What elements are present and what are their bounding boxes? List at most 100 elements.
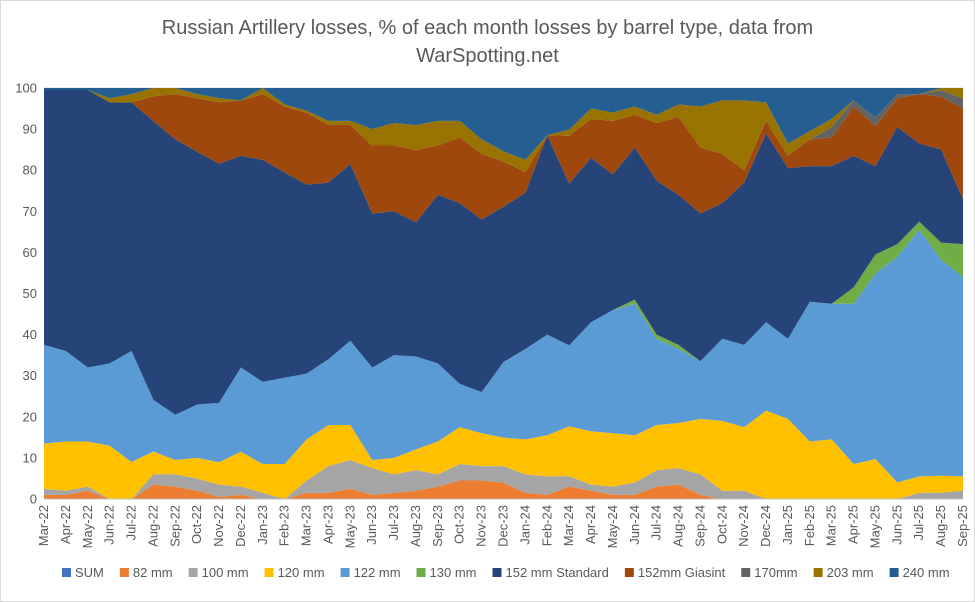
- x-tick-label: Jul-24: [649, 505, 664, 540]
- x-tick-label: Sep-22: [167, 505, 182, 547]
- legend-swatch: [188, 568, 198, 577]
- area-series: [44, 88, 963, 499]
- x-tick-label: Aug-24: [671, 505, 686, 547]
- y-tick-label: 10: [23, 450, 37, 465]
- x-tick-label: Apr-24: [583, 505, 598, 544]
- y-tick-label: 70: [23, 204, 37, 219]
- legend-item-152-mm-standard: 152 mm Standard: [492, 565, 609, 580]
- legend-swatch: [889, 568, 899, 577]
- legend-item-122-mm: 122 mm: [340, 565, 401, 580]
- x-tick-label: May-24: [605, 505, 620, 548]
- legend-item-130-mm: 130 mm: [416, 565, 477, 580]
- x-tick-label: Feb-23: [277, 505, 292, 546]
- x-tick-label: May-22: [80, 505, 95, 548]
- x-tick-label: Aug-22: [145, 505, 160, 547]
- x-tick-label: Feb-25: [802, 505, 817, 546]
- x-tick-label: Jul-22: [124, 505, 139, 540]
- y-tick-label: 80: [23, 163, 37, 178]
- x-tick-label: Jul-25: [911, 505, 926, 540]
- legend-label: 240 mm: [903, 565, 950, 580]
- x-axis-ticks: Mar-22 Apr-22 May-22 Jun-22 Jul-22 Aug-22 Sep-…: [36, 505, 970, 548]
- legend-item-152mm-giasint: 152mm Giasint: [624, 565, 726, 580]
- x-tick-label: Nov-23: [474, 505, 489, 547]
- legend-swatch: [813, 568, 823, 577]
- y-tick-label: 0: [30, 492, 37, 507]
- area-82-mm: [44, 480, 963, 499]
- x-tick-label: Jan-24: [517, 505, 532, 545]
- legend-swatch: [62, 568, 71, 577]
- x-tick-label: Jun-24: [627, 505, 642, 545]
- x-tick-label: Mar-23: [299, 505, 314, 546]
- y-tick-label: 60: [23, 245, 37, 260]
- x-tick-label: Oct-24: [714, 505, 729, 544]
- x-tick-label: Apr-22: [58, 505, 73, 544]
- x-tick-label: Sep-23: [430, 505, 445, 547]
- legend-swatch: [416, 568, 426, 577]
- x-tick-label: Jul-23: [386, 505, 401, 540]
- x-tick-label: Mar-25: [824, 505, 839, 546]
- legend-swatch: [340, 568, 350, 577]
- legend-item-sum: SUM: [62, 565, 104, 580]
- x-tick-label: Jan-23: [255, 505, 270, 545]
- x-tick-label: May-23: [342, 505, 357, 548]
- legend-swatch: [492, 568, 502, 577]
- chart-title-line-1: Russian Artillery losses, % of each mont…: [161, 17, 814, 39]
- legend-swatch: [624, 568, 634, 577]
- x-tick-label: Dec-24: [758, 505, 773, 547]
- x-tick-label: Dec-23: [496, 505, 511, 547]
- chart-title-line-2: WarSpotting.net: [416, 45, 559, 67]
- x-tick-label: Jun-22: [102, 505, 117, 545]
- legend-label: 152 mm Standard: [506, 565, 609, 580]
- x-tick-label: Aug-25: [933, 505, 948, 547]
- area-100-mm: [44, 459, 963, 499]
- x-tick-label: Nov-22: [211, 505, 226, 547]
- area-120-mm: [44, 410, 963, 499]
- legend-label: 203 mm: [827, 565, 874, 580]
- legend-item-240-mm: 240 mm: [889, 565, 950, 580]
- legend-swatch: [119, 568, 129, 577]
- x-tick-label: Oct-22: [189, 505, 204, 544]
- area-152mm-giasint: [44, 90, 963, 223]
- y-axis-ticks: 0 10 20 30 40 50 60 70 80 90 100: [15, 81, 37, 507]
- legend-swatch: [264, 568, 274, 577]
- y-tick-label: 40: [23, 327, 37, 342]
- legend-label: 122 mm: [354, 565, 401, 580]
- x-tick-label: Dec-22: [233, 505, 248, 547]
- x-tick-label: Apr-25: [846, 505, 861, 544]
- x-tick-label: Sep-25: [955, 505, 970, 547]
- legend-label: 152mm Giasint: [638, 565, 726, 580]
- x-tick-label: May-25: [867, 505, 882, 548]
- y-tick-label: 90: [23, 122, 37, 137]
- legend-label: SUM: [75, 565, 104, 580]
- x-tick-label: Feb-24: [539, 505, 554, 546]
- x-tick-label: Apr-23: [320, 505, 335, 544]
- x-tick-label: Nov-24: [736, 505, 751, 547]
- legend-item-120-mm: 120 mm: [264, 565, 325, 580]
- area-152-mm-standard: [44, 90, 963, 415]
- y-tick-label: 30: [23, 368, 37, 383]
- chart-title: Russian Artillery losses, % of each mont…: [0, 14, 975, 70]
- legend-item-100-mm: 100 mm: [188, 565, 249, 580]
- x-tick-label: Jun-25: [889, 505, 904, 545]
- y-tick-label: 20: [23, 409, 37, 424]
- x-tick-label: Jan-25: [780, 505, 795, 545]
- legend-item-170mm: 170mm: [741, 565, 798, 580]
- x-tick-label: Jun-23: [364, 505, 379, 545]
- legend-item-203-mm: 203 mm: [813, 565, 874, 580]
- y-tick-label: 50: [23, 286, 37, 301]
- x-tick-label: Mar-24: [561, 505, 576, 546]
- legend-swatch: [741, 568, 751, 577]
- x-tick-label: Aug-23: [408, 505, 423, 547]
- area-203-mm: [44, 88, 963, 173]
- x-tick-label: Sep-24: [692, 505, 707, 547]
- legend-label: 170mm: [754, 565, 797, 580]
- legend-label: 82 mm: [133, 565, 173, 580]
- area-240-mm: [44, 88, 963, 160]
- legend: SUM 82 mm 100 mm 120 mm 122 mm 130 mm 152 mm S…: [62, 565, 950, 580]
- legend-item-82-mm: 82 mm: [119, 565, 173, 580]
- x-tick-label: Oct-23: [452, 505, 467, 544]
- area-122-mm: [44, 229, 963, 483]
- x-tick-label: Mar-22: [36, 505, 51, 546]
- legend-label: 100 mm: [202, 565, 249, 580]
